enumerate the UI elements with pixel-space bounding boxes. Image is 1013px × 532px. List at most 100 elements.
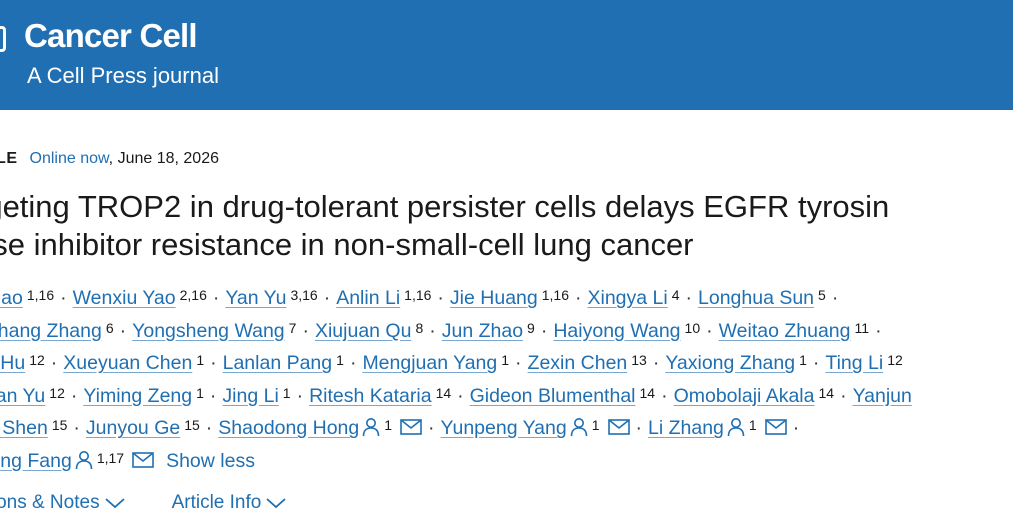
author-name-link[interactable]: Zexin Chen (527, 352, 628, 375)
affiliation-superscript[interactable]: 1 (196, 384, 204, 401)
author-separator: · (70, 384, 78, 407)
affiliation-superscript[interactable]: 2,16 (179, 287, 207, 303)
affiliation-superscript[interactable]: 11 (854, 319, 870, 336)
affiliation-superscript[interactable]: 3,16 (290, 287, 318, 303)
affiliation-superscript[interactable]: 12 (887, 352, 903, 369)
author-separator: · (706, 319, 713, 342)
online-now-link[interactable]: Online now (29, 150, 109, 167)
affiliation-superscript[interactable]: 13 (631, 352, 647, 369)
affiliation-superscript[interactable]: 12 (49, 384, 65, 401)
show-less-button[interactable]: Show less (166, 449, 255, 472)
journal-logo-icon[interactable] (0, 26, 6, 52)
affiliation-superscript[interactable]: 8 (415, 319, 424, 336)
author-name-link[interactable]: Li Zhang (648, 417, 724, 440)
author-name-link[interactable]: Xueyuan Chen (63, 352, 193, 375)
author-name-link[interactable]: Weitao Zhuang (718, 319, 851, 342)
affiliation-superscript[interactable]: 14 (435, 384, 452, 401)
author-separator: · (652, 352, 660, 375)
affiliation-superscript[interactable]: 1 (196, 352, 205, 369)
affiliation-superscript[interactable]: 14 (639, 384, 656, 401)
author-name-link[interactable]: Anlin Li (336, 287, 401, 309)
author-name-link[interactable]: Junyou Ge (85, 417, 181, 440)
affiliation-superscript[interactable]: 1 (384, 417, 393, 434)
chevron-down-icon (266, 498, 286, 509)
mail-icon[interactable] (132, 452, 154, 468)
author-name-link[interactable]: Liao (0, 287, 23, 309)
affiliation-superscript[interactable]: 1 (501, 352, 510, 369)
affiliation-superscript[interactable]: 6 (105, 319, 114, 336)
author-name-link[interactable]: Yanjun (852, 384, 912, 407)
author-name-link[interactable]: Mengjuan Yang (362, 352, 498, 375)
author-name-link[interactable]: yan Yu (0, 384, 46, 407)
person-icon[interactable] (75, 450, 93, 470)
author-name-link[interactable]: feng Fang (0, 449, 72, 472)
author-name-link[interactable]: Xiujuan Qu (314, 319, 412, 342)
journal-tagline: A Cell Press journal (27, 63, 219, 88)
author-name-link[interactable]: Ritesh Kataria (309, 384, 432, 407)
author-name-link[interactable]: Shaodong Hong (218, 417, 360, 440)
author-separator: · (685, 287, 693, 309)
affiliation-superscript[interactable]: 1 (591, 417, 600, 434)
publication-date: , June 18, 2026 (108, 150, 219, 167)
affiliation-superscript[interactable]: 15 (184, 417, 200, 434)
affiliation-superscript[interactable]: 9 (527, 319, 535, 336)
affiliation-superscript[interactable]: 1,17 (96, 449, 125, 466)
affiliation-superscript[interactable]: 12 (29, 352, 45, 369)
tab-article-info[interactable]: Article Info (172, 490, 288, 516)
affiliation-superscript[interactable]: 1,16 (541, 287, 569, 303)
author-name-link[interactable]: chang Zhang (0, 319, 102, 342)
author-line: feng Fang 1,17 Show less (0, 445, 997, 478)
author-name-link[interactable]: Ting Li (825, 352, 884, 375)
author-separator: · (661, 384, 668, 407)
author-name-link[interactable]: Yongsheng Wang (132, 319, 285, 342)
affiliation-superscript[interactable]: 1,16 (404, 287, 432, 303)
affiliation-superscript[interactable]: 1 (799, 352, 807, 369)
author-name-link[interactable]: Jun Zhao (441, 319, 524, 342)
author-name-link[interactable]: Jing Li (222, 384, 279, 407)
affiliation-superscript[interactable]: 1,16 (26, 287, 55, 303)
mail-icon[interactable] (400, 419, 422, 436)
affiliation-superscript[interactable]: 14 (818, 384, 835, 401)
journal-name[interactable]: Cancer Cell (24, 17, 198, 54)
mail-icon[interactable] (607, 419, 630, 436)
author-separator: · (428, 417, 435, 440)
affiliation-superscript[interactable]: 10 (684, 319, 701, 336)
author-separator: · (302, 319, 309, 342)
affiliation-superscript[interactable]: 4 (671, 287, 680, 303)
author-separator: · (457, 384, 464, 407)
author-name-link[interactable]: Lanlan Pang (222, 352, 333, 375)
article-meta: CLE Online now, June 18, 2026 (0, 148, 219, 170)
affiliation-superscript[interactable]: 15 (51, 417, 68, 434)
affiliation-superscript[interactable]: 1 (282, 384, 291, 401)
author-separator: · (540, 319, 548, 342)
author-separator: · (812, 352, 820, 375)
author-name-link[interactable]: Yunpeng Yang (440, 417, 567, 440)
author-separator: · (635, 417, 643, 440)
affiliation-superscript[interactable]: 1 (748, 417, 757, 434)
author-name-link[interactable]: Omobolaji Akala (673, 384, 815, 407)
tab-citations-notes[interactable]: ations & Notes (0, 490, 126, 516)
affiliation-superscript[interactable]: 1 (336, 352, 344, 369)
author-name-link[interactable]: Yan Yu (225, 287, 287, 309)
author-name-link[interactable]: Yaxiong Zhang (665, 352, 796, 375)
person-icon[interactable] (362, 417, 380, 437)
author-name-link[interactable]: Haiyong Wang (553, 319, 681, 342)
author-name-link[interactable]: g Hu (0, 352, 26, 375)
person-icon[interactable] (727, 417, 745, 437)
author-separator: · (205, 417, 213, 440)
affiliation-superscript[interactable]: 5 (818, 287, 826, 303)
author-name-link[interactable]: Jie Huang (449, 287, 538, 309)
author-name-link[interactable]: Gideon Blumenthal (469, 384, 636, 407)
author-name-link[interactable]: Wenxiu Yao (72, 287, 176, 309)
affiliation-superscript[interactable]: 7 (288, 319, 297, 336)
author-name-link[interactable]: Yiming Zeng (83, 384, 193, 407)
person-icon[interactable] (570, 417, 588, 437)
mail-icon[interactable] (764, 419, 787, 436)
author-name-link[interactable]: Longhua Sun (698, 287, 815, 309)
author-name-link[interactable]: g Shen (0, 417, 48, 440)
title-line: rgeting TROP2 in drug-tolerant persister… (0, 189, 890, 224)
author-name-link[interactable]: Xingya Li (587, 287, 668, 309)
author-separator: · (875, 319, 882, 342)
